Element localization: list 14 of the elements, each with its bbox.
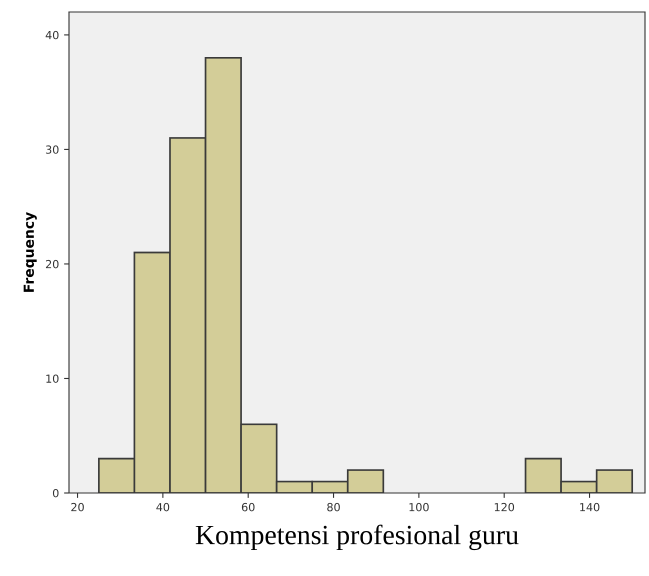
y-tick-label: 30 bbox=[46, 145, 59, 154]
y-tick-label: 20 bbox=[46, 260, 59, 268]
x-tick-label: 40 bbox=[156, 502, 170, 512]
x-tick-label: 100 bbox=[409, 502, 429, 512]
x-axis-title: Kompetensi profesional guru bbox=[196, 524, 519, 550]
x-tick-label: 80 bbox=[327, 502, 340, 512]
x-tick-label: 140 bbox=[580, 502, 600, 512]
y-tick-label: 10 bbox=[46, 374, 59, 383]
x-tick-label: 20 bbox=[71, 502, 84, 512]
y-axis-title: Frequency bbox=[24, 212, 37, 292]
y-tick-label: 0 bbox=[52, 488, 59, 498]
x-tick-label: 120 bbox=[494, 502, 514, 512]
x-tick-label: 60 bbox=[242, 502, 255, 512]
y-tick-label: 40 bbox=[46, 30, 59, 40]
